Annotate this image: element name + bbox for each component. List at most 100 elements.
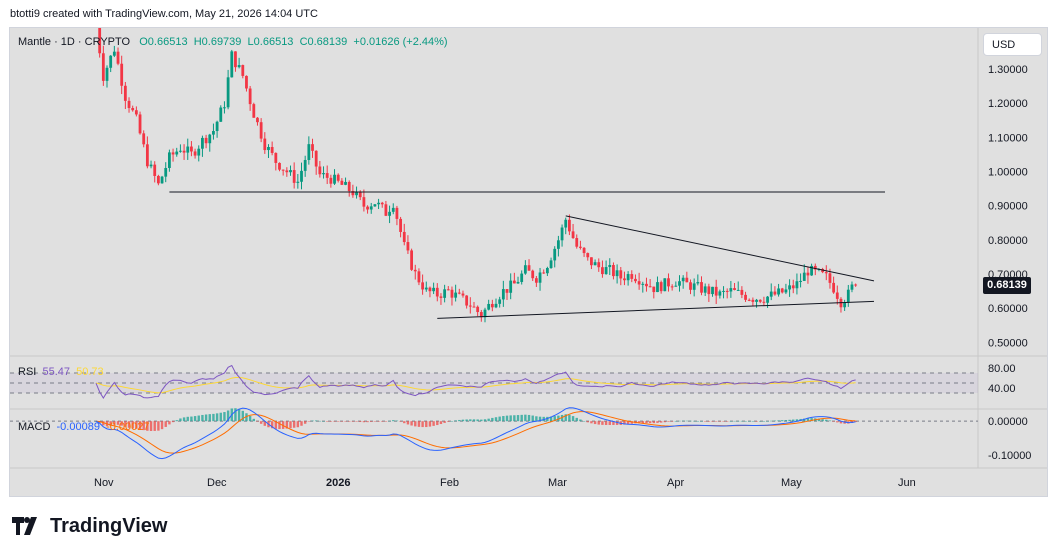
macd-label[interactable]: MACD [18, 421, 51, 433]
candle-body [821, 268, 825, 273]
candle-body [366, 206, 369, 210]
macd-histogram-bar [836, 421, 839, 423]
macd-histogram-bar [612, 421, 615, 425]
candle-body [780, 288, 784, 293]
macd-histogram-bar [465, 419, 468, 422]
macd-histogram-bar [586, 421, 589, 423]
currency-selector-button[interactable]: USD [983, 33, 1042, 56]
candle-body [377, 202, 380, 205]
candle-body [237, 65, 241, 68]
candle-body [373, 204, 377, 207]
candle-body [333, 174, 336, 184]
macd-histogram-bar [472, 419, 476, 422]
macd-histogram-bar [516, 415, 520, 422]
macd-histogram-bar [164, 421, 167, 427]
candle-body [612, 265, 615, 277]
candle-body [608, 265, 612, 268]
candle-body [791, 285, 795, 289]
rsi-tick-label: 40.00 [988, 383, 1016, 395]
candle-body [245, 75, 248, 89]
macd-histogram-bar [193, 416, 197, 422]
macd-histogram-bar [795, 419, 799, 422]
candle-body [443, 289, 447, 298]
rsi-legend: RSI 55.47 50.73 [18, 366, 104, 378]
macd-histogram-bar [542, 416, 545, 422]
candle-body [358, 191, 362, 198]
macd-histogram-bar [329, 421, 333, 422]
macd-histogram-bar [674, 420, 678, 422]
macd-histogram-bar [300, 421, 303, 426]
macd-histogram-bar [703, 421, 707, 422]
candle-body [854, 284, 858, 286]
symbol-name[interactable]: Mantle · 1D · CRYPTO [18, 36, 131, 48]
price-tick-label: 0.50000 [988, 337, 1028, 349]
macd-histogram-bar [113, 421, 116, 425]
candle-body [714, 286, 718, 296]
macd-histogram-bar [623, 421, 626, 425]
tradingview-logo[interactable]: TradingView [12, 514, 167, 538]
macd-histogram-bar [447, 421, 450, 422]
macd-histogram-bar [637, 421, 641, 424]
macd-histogram-bar [509, 415, 512, 422]
macd-histogram-bar [131, 421, 134, 429]
candle-body [634, 278, 637, 282]
macd-histogram-bar [568, 414, 571, 422]
candle-body [681, 277, 685, 282]
macd-histogram-bar [667, 421, 670, 422]
candle-body [167, 152, 171, 168]
macd-histogram-bar [219, 412, 222, 422]
candle-body [190, 146, 193, 152]
candle-body [744, 294, 747, 300]
macd-histogram-bar [208, 414, 211, 422]
candle-body [101, 53, 105, 81]
macd-histogram-bar [248, 415, 252, 422]
candle-body [795, 281, 799, 289]
candle-body [134, 110, 138, 115]
low-value: L0.66513 [247, 36, 294, 48]
macd-histogram-bar [454, 420, 457, 422]
macd-histogram-bar [322, 421, 325, 422]
macd-histogram-bar [450, 420, 454, 422]
candle-body [395, 207, 399, 219]
candle-body [186, 146, 190, 153]
candle-body [531, 270, 535, 279]
candle-body [142, 133, 146, 145]
candle-body [568, 219, 571, 232]
candle-body [674, 285, 678, 287]
time-tick-label: Jun [898, 477, 916, 489]
candle-body [274, 152, 278, 163]
macd-histogram-bar [689, 420, 692, 422]
candle-body [769, 291, 773, 297]
chart-legend: Mantle · 1D · CRYPTO O0.66513 H0.69739 L… [18, 36, 448, 48]
macd-histogram-bar [604, 421, 608, 425]
candle-body [722, 290, 725, 292]
macd-histogram-bar [138, 421, 142, 430]
macd-histogram-bar [513, 415, 516, 422]
candle-body [498, 299, 502, 304]
candle-body [446, 289, 450, 291]
candle-body [751, 299, 755, 302]
macd-histogram-bar [403, 421, 406, 424]
candle-body [487, 303, 491, 310]
candle-body [120, 63, 124, 86]
rsi-label[interactable]: RSI [18, 366, 37, 378]
macd-histogram-bar [179, 418, 182, 422]
macd-histogram-bar [263, 421, 267, 426]
candle-body [579, 246, 582, 248]
candle-body [512, 280, 516, 284]
macd-histogram-bar [245, 413, 248, 422]
candle-body [641, 283, 645, 285]
macd-histogram-bar [127, 421, 131, 428]
macd-histogram-bar [839, 421, 843, 424]
candle-body [344, 181, 347, 185]
candle-body [241, 65, 245, 76]
macd-histogram-bar [656, 421, 659, 423]
candle-body [725, 290, 729, 292]
rsi-ma-value: 50.73 [76, 366, 104, 378]
candle-body [523, 265, 527, 274]
candle-body [325, 173, 329, 178]
candle-body [201, 137, 204, 149]
macd-histogram-bar [135, 421, 138, 429]
macd-histogram-bar [340, 421, 344, 422]
candle-body [347, 181, 351, 192]
